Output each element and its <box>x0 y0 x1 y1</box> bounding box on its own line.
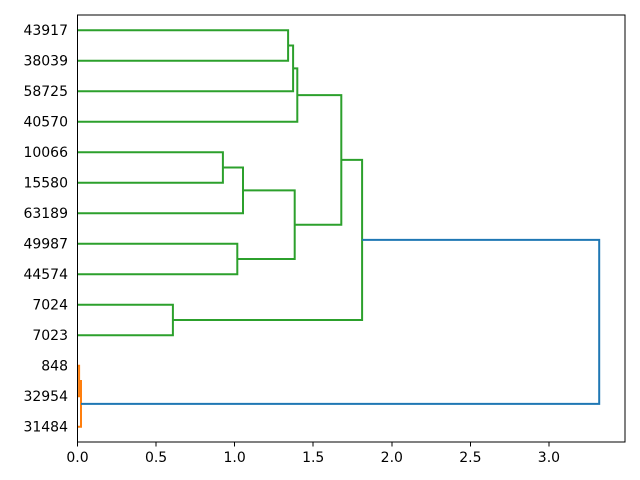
x-tick-label: 2.0 <box>381 450 403 466</box>
dendrogram-link <box>77 242 239 276</box>
leaf-label: 10066 <box>23 145 68 161</box>
x-tick-label: 0.0 <box>66 450 88 466</box>
x-tick-label: 1.0 <box>224 450 246 466</box>
leaf-label: 32954 <box>23 389 68 405</box>
leaf-label: 31484 <box>23 420 68 436</box>
dendrogram-link <box>77 166 244 215</box>
x-tick-label: 3.0 <box>538 450 560 466</box>
leaf-label: 848 <box>41 359 68 375</box>
dendrogram-link <box>294 94 343 226</box>
leaf-label: 43917 <box>23 23 68 39</box>
dendrogram-link <box>77 44 295 93</box>
leaf-label: 63189 <box>23 206 68 222</box>
leaf-label: 40570 <box>23 115 68 131</box>
dendrogram-link <box>81 238 601 405</box>
leaf-label: 7024 <box>32 298 68 314</box>
leaf-label: 44574 <box>23 267 68 283</box>
x-tick-label: 0.5 <box>145 450 167 466</box>
leaf-label: 7023 <box>32 328 68 344</box>
leaf-label: 38039 <box>23 54 68 70</box>
dendrogram-link <box>77 67 299 123</box>
dendrogram-link <box>77 151 224 184</box>
leaf-label: 15580 <box>23 176 68 192</box>
x-tick-label: 2.5 <box>459 450 481 466</box>
leaf-label: 58725 <box>23 84 68 100</box>
dendrogram-link <box>172 158 364 321</box>
dendrogram-link <box>237 189 296 260</box>
dendrogram-link <box>77 303 174 337</box>
dendrogram-link <box>77 29 290 62</box>
x-tick-label: 1.5 <box>302 450 324 466</box>
axes-frame <box>77 14 626 443</box>
leaf-label: 49987 <box>23 237 68 253</box>
